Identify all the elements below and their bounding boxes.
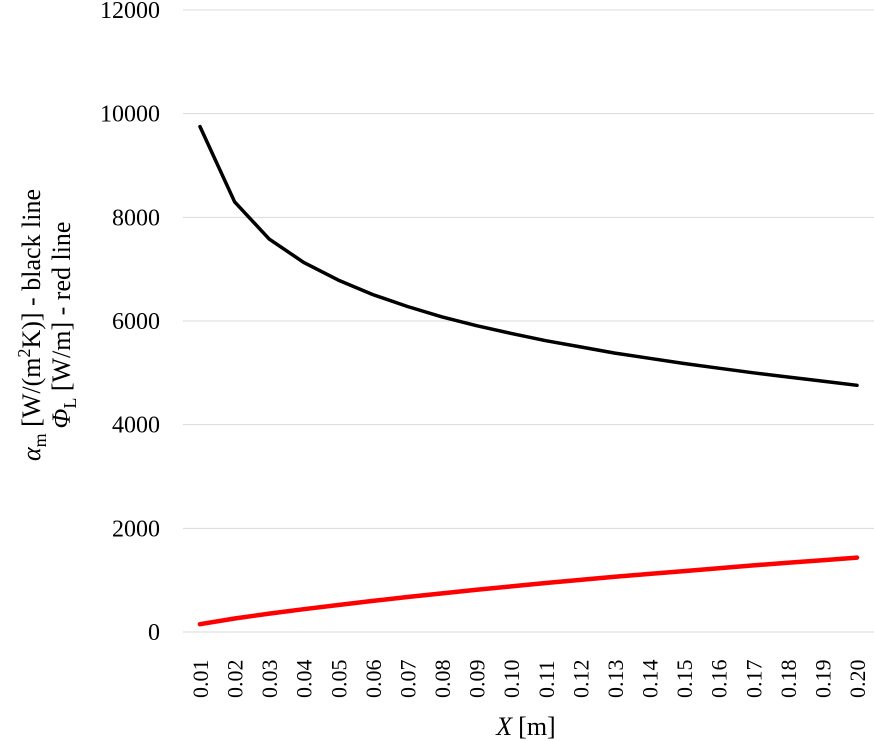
y-axis-label: αm [W/(m2K)] - black line ΦL [W/m] - red… (14, 189, 80, 461)
x-tick-label: 0.05 (326, 660, 351, 699)
x-tick-label: 0.11 (534, 660, 559, 698)
x-tick-label: 0.06 (361, 660, 386, 699)
x-tick-label: 0.10 (499, 660, 524, 699)
x-tick-label: 0.07 (395, 660, 420, 699)
y-label1-superscript: 2 (14, 349, 34, 358)
x-tick-label: 0.12 (568, 660, 593, 699)
x-tick-label: 0.02 (223, 660, 248, 699)
alpha-symbol: α (17, 446, 46, 461)
y-tick-label: 2000 (112, 516, 160, 542)
x-tick-label: 0.20 (845, 660, 870, 699)
y-tick-labels: 0 2000 4000 6000 8000 10000 12000 (100, 0, 160, 646)
x-tick-label: 0.08 (430, 660, 455, 699)
y-tick-label: 6000 (112, 309, 160, 335)
y-tick-label: 10000 (100, 102, 160, 128)
x-axis-label: X [m] (495, 712, 555, 741)
y-tick-label: 12000 (100, 0, 160, 24)
series-line-red (197, 555, 860, 627)
x-tick-label: 0.17 (741, 660, 766, 699)
x-axis-variable: X (495, 712, 513, 741)
x-tick-labels: 0.01 0.02 0.03 0.04 0.05 0.06 0.07 0.08 0.09 0.10… (188, 660, 870, 699)
x-axis-unit: [m] (518, 712, 556, 741)
series-line-black (198, 124, 859, 388)
y-axis-label-line1: αm [W/(m2K)] - black line (14, 189, 50, 461)
x-tick-label: 0.18 (776, 660, 801, 699)
x-tick-label: 0.13 (603, 660, 628, 699)
x-tick-label: 0.01 (188, 660, 213, 699)
x-tick-label: 0.14 (638, 660, 663, 699)
y-axis-label-line2: ΦL [W/m] - red line (47, 222, 80, 429)
phi-symbol: Φ (47, 408, 76, 428)
y-tick-label: 8000 (112, 205, 160, 231)
alpha-subscript: m (30, 433, 50, 447)
x-tick-label: 0.15 (672, 660, 697, 699)
y-label2-text: [W/m] - red line (47, 222, 76, 398)
y-tick-label: 4000 (112, 413, 160, 439)
grid (183, 9, 874, 633)
x-tick-label: 0.04 (292, 660, 317, 699)
phi-subscript: L (60, 398, 80, 409)
x-tick-label: 0.19 (810, 660, 835, 699)
x-tick-label: 0.09 (465, 660, 490, 699)
y-label1-text-a: [W/(m (17, 358, 46, 434)
y-tick-label: 0 (148, 620, 160, 646)
x-tick-label: 0.03 (257, 660, 282, 699)
x-tick-label: 0.16 (707, 660, 732, 699)
y-label1-text-b: K)] - black line (17, 189, 46, 349)
series-lines (197, 124, 860, 627)
